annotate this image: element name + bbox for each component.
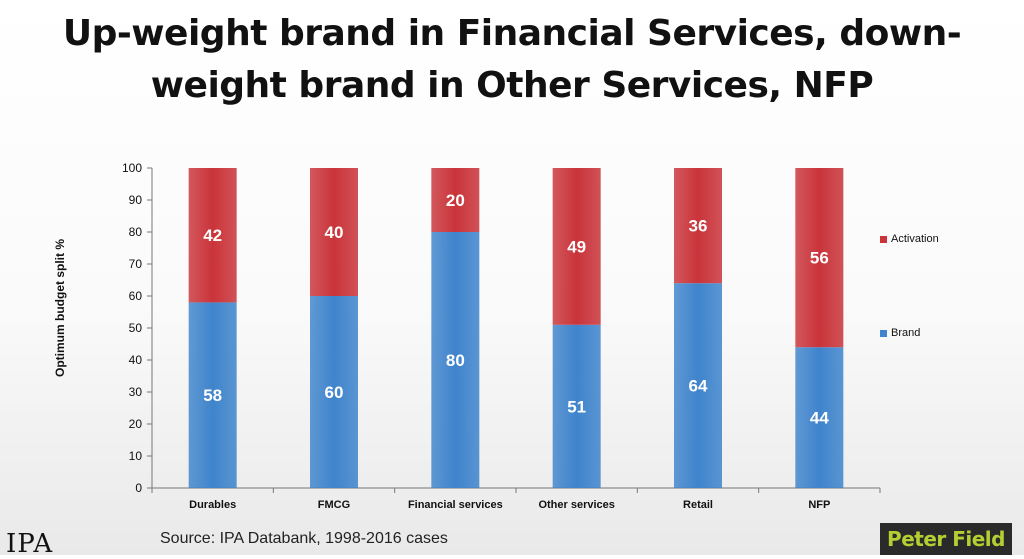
data-label-brand-1: 60: [325, 383, 344, 402]
y-tick-label-100: 100: [122, 161, 142, 175]
bar-activation-4: [674, 168, 722, 284]
chart-title-line-2: weight brand in Other Services, NFP: [150, 65, 874, 106]
bar-activation-0: [188, 168, 237, 303]
data-label-brand-5: 44: [810, 409, 829, 428]
x-tick-label-1: FMCG: [318, 499, 350, 511]
y-tick-label-30: 30: [129, 385, 143, 399]
presenter-badge: Peter Field: [880, 523, 1012, 555]
bar-brand-0: [188, 302, 237, 488]
legend-label-brand: Brand: [891, 327, 921, 339]
data-label-brand-2: 80: [446, 351, 465, 370]
y-tick-label-20: 20: [129, 417, 143, 431]
x-tick-label-0: Durables: [189, 499, 236, 511]
ipa-logo: IPA: [6, 529, 54, 559]
chart-title: Up-weight brand in Financial Services, d…: [0, 8, 1024, 112]
bar-brand-4: [674, 283, 722, 488]
x-tick-label-4: Retail: [683, 499, 713, 511]
y-tick-label-0: 0: [135, 481, 142, 495]
bar-activation-1: [310, 168, 358, 296]
source-note: Source: IPA Databank, 1998-2016 cases: [160, 530, 448, 547]
data-label-activation-0: 42: [203, 226, 222, 245]
legend-swatch-activation: [880, 235, 887, 243]
x-tick-label-2: Financial services: [408, 499, 503, 511]
legend-label-activation: Activation: [891, 233, 939, 245]
bar-brand-3: [552, 324, 601, 488]
bar-activation-3: [552, 168, 601, 325]
chart-title-line-1: Up-weight brand in Financial Services, d…: [62, 13, 962, 54]
data-label-brand-4: 64: [689, 377, 708, 396]
data-label-activation-1: 40: [325, 223, 344, 242]
legend-item-activation: Activation: [880, 233, 939, 245]
data-label-brand-3: 51: [567, 397, 586, 416]
bar-brand-2: [431, 232, 480, 488]
legend-swatch-brand: [880, 329, 887, 337]
x-tick-label-3: Other services: [538, 499, 614, 511]
data-label-activation-2: 20: [446, 191, 465, 210]
data-label-activation-3: 49: [567, 237, 586, 256]
data-label-brand-0: 58: [203, 386, 222, 405]
bar-brand-1: [310, 296, 358, 488]
bar-activation-5: [795, 168, 844, 348]
legend-item-brand: Brand: [880, 327, 920, 339]
y-tick-label-50: 50: [129, 321, 143, 335]
y-tick-label-70: 70: [129, 257, 143, 271]
bar-brand-5: [795, 347, 844, 488]
y-tick-label-10: 10: [129, 449, 143, 463]
y-tick-label-90: 90: [129, 193, 143, 207]
y-tick-label-40: 40: [129, 353, 143, 367]
y-tick-label-80: 80: [129, 225, 143, 239]
x-tick-label-5: NFP: [808, 499, 830, 511]
data-label-activation-4: 36: [689, 217, 708, 236]
y-axis-label: Optimum budget split %: [53, 239, 67, 377]
data-label-activation-5: 56: [810, 249, 829, 268]
bar-activation-2: [431, 168, 480, 232]
y-tick-label-60: 60: [129, 289, 143, 303]
